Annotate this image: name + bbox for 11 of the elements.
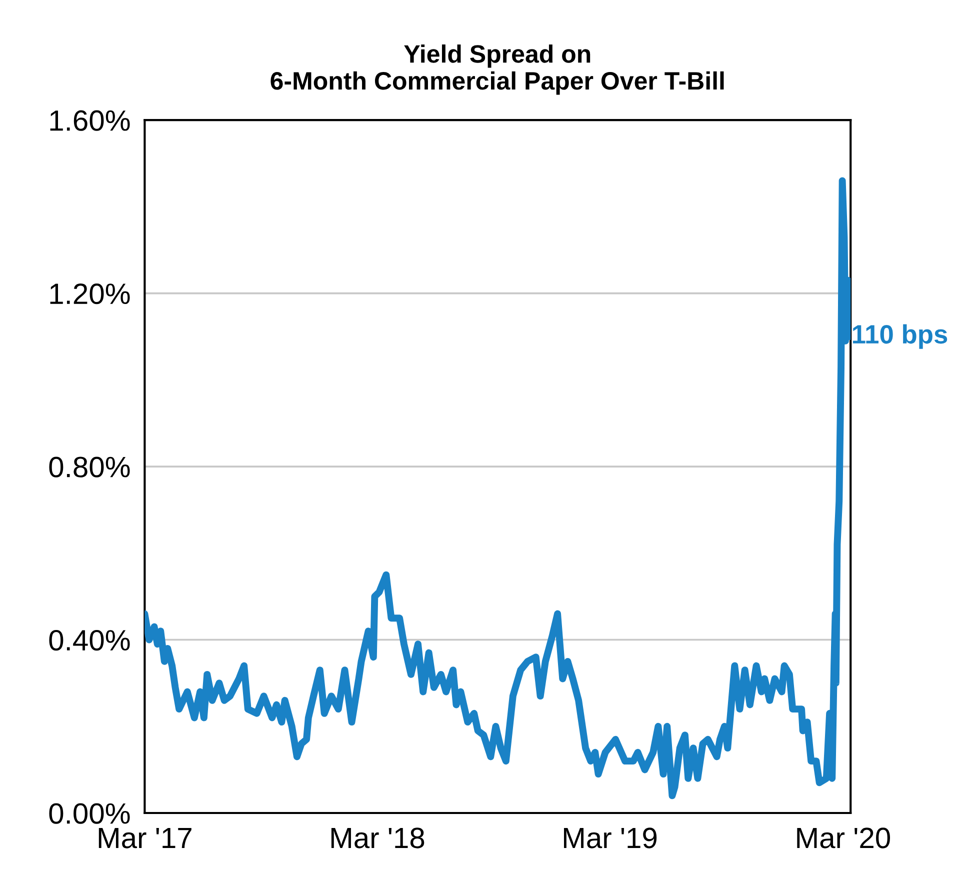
x-tick-label: Mar '19 <box>564 828 657 848</box>
y-tick-label: 1.20% <box>50 284 130 304</box>
y-tick-label: 0.80% <box>49 456 130 478</box>
y-tick-label: 0.40% <box>49 630 130 651</box>
x-tick-label: Mar '20 <box>797 828 890 848</box>
y-tick-label: 0.00% <box>49 803 130 824</box>
y-tick-label: 1.60% <box>50 110 130 131</box>
x-tick-label: Mar '18 <box>331 828 424 848</box>
x-tick-label: Mar '17 <box>98 828 192 848</box>
chart-title: Yield Spread on 6-Month Commercial Paper Over T-Bill <box>270 44 724 95</box>
annotation: 110 bps <box>853 324 948 349</box>
